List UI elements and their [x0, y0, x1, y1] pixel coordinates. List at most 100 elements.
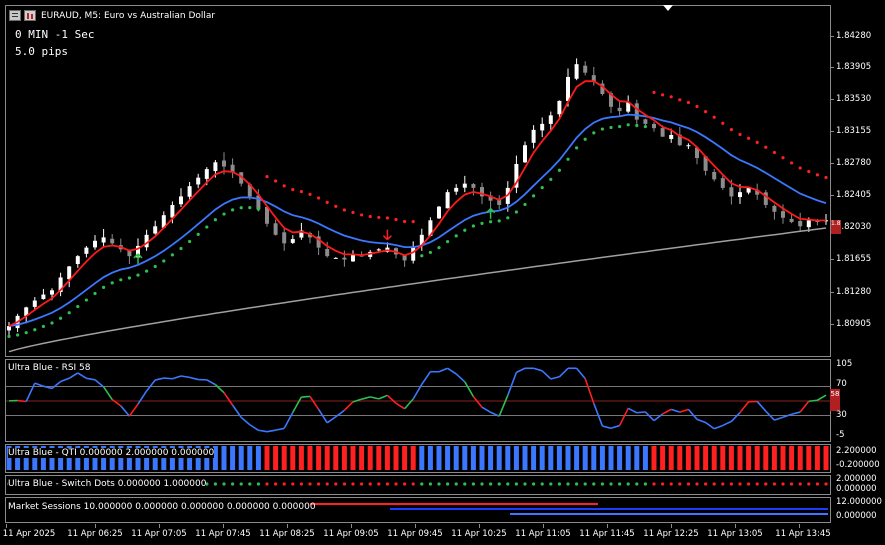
qti-bar	[823, 446, 829, 470]
trailing-dot	[678, 98, 682, 102]
trailing-dot	[33, 328, 37, 332]
switch-dot	[540, 482, 544, 486]
chart-type-icon[interactable]	[24, 10, 36, 21]
rsi-line-segment	[128, 403, 139, 417]
qti-bar	[135, 446, 141, 470]
trailing-dot	[643, 125, 648, 129]
candle-body	[351, 254, 355, 262]
rsi-line-segment	[507, 372, 518, 396]
rsi-line-segment	[292, 396, 303, 413]
qti-bar	[23, 446, 29, 470]
candle-body	[497, 198, 502, 205]
qti-bar	[479, 446, 485, 470]
candle-body	[445, 192, 450, 209]
qti-bar	[281, 446, 287, 470]
switch-dot	[807, 482, 811, 486]
rsi-line-segment	[309, 396, 320, 410]
trailing-dot	[325, 200, 329, 204]
candle-body	[84, 247, 89, 254]
sessions-panel[interactable]	[5, 497, 831, 523]
switch-dot	[239, 482, 243, 486]
scroll-marker-icon[interactable]	[663, 5, 673, 11]
qti-bar	[255, 446, 261, 470]
trailing-dot	[84, 298, 88, 302]
rsi-line-segment	[163, 377, 173, 380]
qti-bar	[754, 446, 760, 470]
qti-bar	[66, 446, 72, 470]
rsi-line-segment	[610, 424, 620, 430]
switch-dot	[463, 482, 467, 486]
rsi-line-segment	[464, 381, 475, 398]
rsi-line-segment	[472, 396, 483, 408]
menu-icon[interactable]	[9, 10, 21, 21]
trailing-dot	[747, 136, 751, 140]
trailing-dot	[196, 232, 200, 236]
candle-body	[222, 160, 226, 167]
trailing-dot	[265, 175, 269, 179]
qti-bar	[625, 446, 631, 470]
candle-body	[419, 234, 424, 246]
rsi-line-segment	[86, 377, 96, 381]
price-axis[interactable]: 1.84280 1.83905 1.83530 1.83155 1.82780 …	[830, 0, 885, 545]
switch-dot	[394, 482, 398, 486]
candle-timer: 0 MIN -1 Sec	[15, 28, 95, 41]
trailing-dot	[377, 215, 381, 220]
candle-body	[591, 75, 596, 82]
candle-body	[488, 195, 493, 201]
candle-body	[677, 134, 682, 146]
trailing-dot	[489, 220, 493, 224]
switch-dot	[351, 482, 355, 486]
switch-dot	[523, 482, 527, 486]
rsi-line-segment	[618, 407, 629, 426]
candle-body	[806, 220, 811, 228]
candle-body	[179, 196, 183, 205]
rsi-line-segment	[145, 379, 156, 392]
trailing-dot	[93, 291, 97, 296]
sell-arrow-icon	[382, 229, 392, 241]
rsi-line-segment	[189, 376, 199, 381]
qti-bar	[178, 446, 184, 470]
candle-body	[548, 115, 553, 124]
trailing-dot	[807, 169, 811, 174]
switch-dot	[514, 482, 519, 486]
rsi-line-segment	[231, 404, 242, 418]
qti-bar	[651, 446, 657, 470]
qti-bar	[746, 446, 752, 470]
main-chart-panel[interactable]	[5, 5, 831, 357]
qti-bar	[565, 446, 571, 470]
qti-panel[interactable]	[5, 444, 831, 473]
switch-dot	[686, 482, 691, 486]
rsi-line-segment	[713, 424, 724, 430]
candle-body	[136, 245, 140, 258]
qti-bar	[591, 446, 597, 470]
qti-bar	[109, 446, 115, 470]
switch-dot	[222, 482, 226, 486]
price-label: 1.82780	[836, 158, 872, 168]
trailing-dot	[334, 204, 338, 208]
switch-dot	[669, 482, 673, 486]
candle-body	[308, 232, 312, 238]
chart-icons[interactable]	[9, 10, 39, 21]
rsi-line-segment	[155, 377, 164, 381]
candle-body	[153, 226, 158, 234]
qti-bar	[144, 446, 150, 470]
rsi-line-segment	[395, 402, 406, 410]
qti-bar	[806, 446, 812, 470]
trailing-dot	[575, 146, 579, 150]
qti-bar	[264, 446, 270, 470]
rsi-line-segment	[335, 409, 345, 418]
candle-body	[540, 123, 545, 131]
qti-bar	[728, 446, 734, 470]
sessions-title: Market Sessions 10.000000 0.000000 0.000…	[8, 502, 316, 512]
candle-body	[230, 164, 235, 173]
trailing-dot	[24, 331, 28, 335]
candle-body	[213, 162, 218, 172]
rsi-line-segment	[326, 416, 337, 424]
rsi-line-segment	[421, 371, 432, 385]
qti-bar	[49, 446, 55, 470]
switch-dots-panel[interactable]	[5, 475, 831, 495]
symbol-title: EURAUD, M5: Euro vs Australian Dollar	[41, 11, 216, 21]
rsi-line-segment	[627, 407, 638, 414]
trailing-dot	[411, 219, 415, 224]
